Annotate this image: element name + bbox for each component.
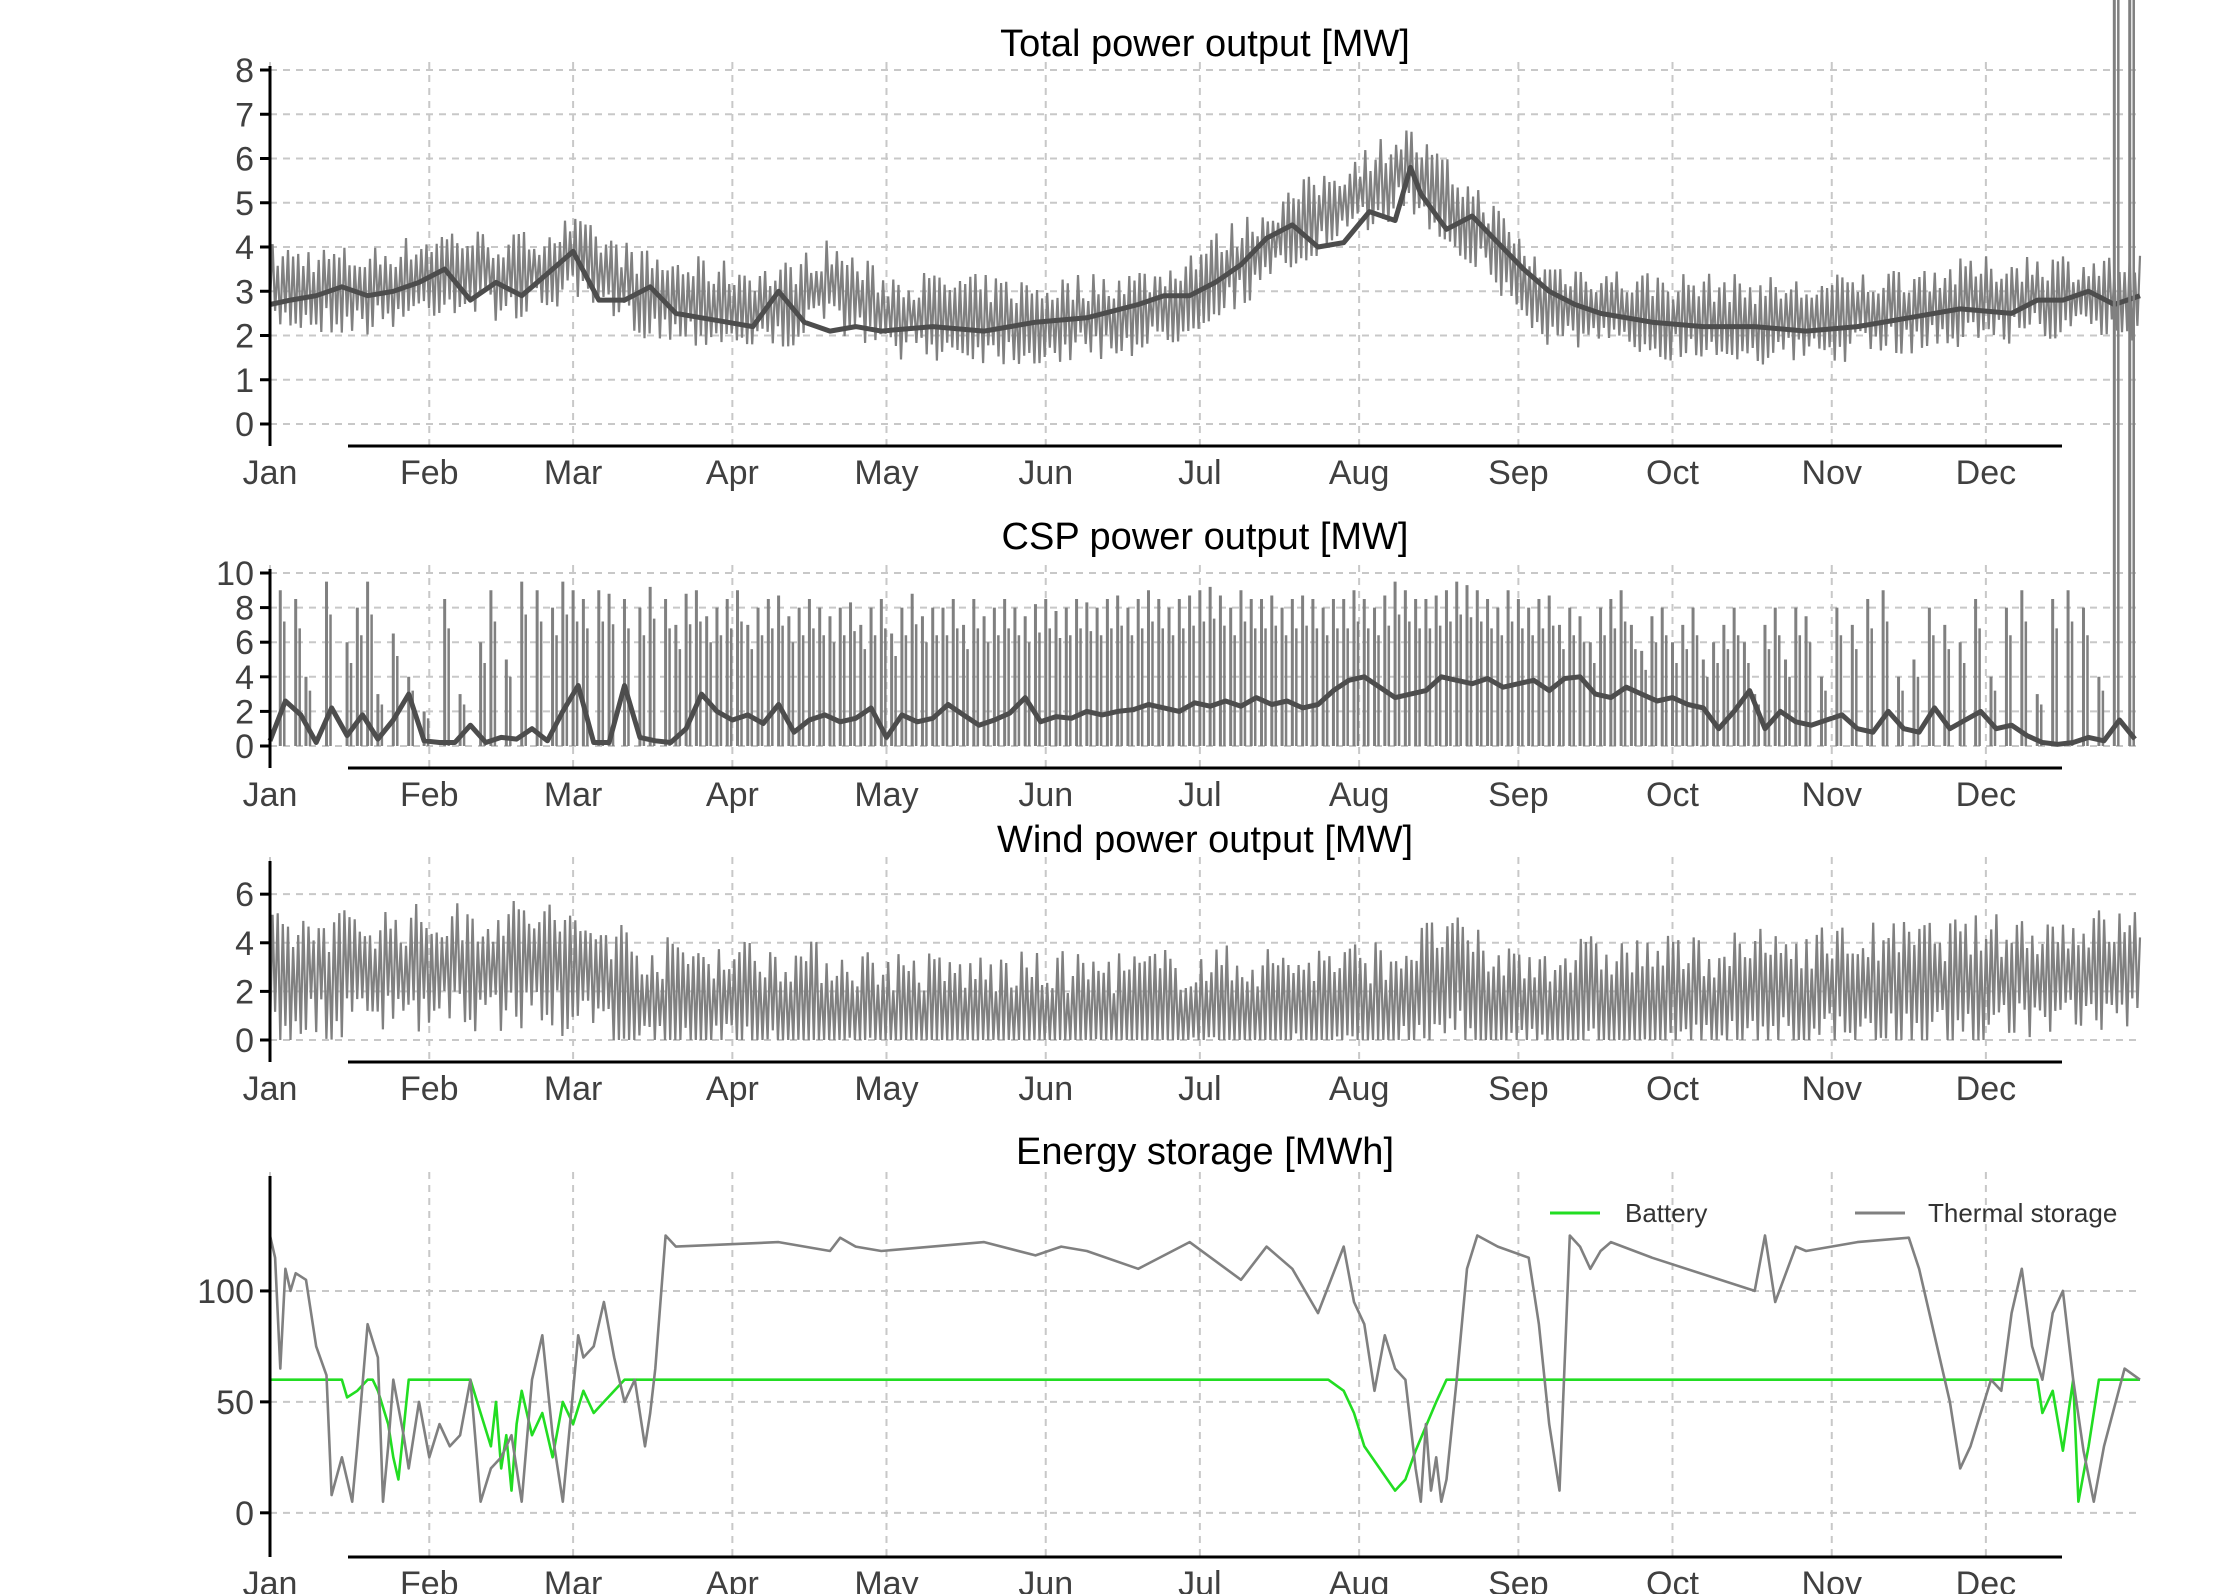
y-tick-label: 10	[216, 555, 254, 593]
x-tick-label: Nov	[1802, 776, 1862, 814]
x-tick-label: Nov	[1802, 1070, 1862, 1108]
x-tick-label: Aug	[1329, 1070, 1390, 1108]
y-tick-label: 0	[235, 728, 254, 766]
y-tick-label: 4	[235, 229, 254, 267]
x-tick-label: Apr	[706, 1070, 759, 1108]
x-tick-label: Sep	[1488, 776, 1549, 814]
x-tick-label: Feb	[400, 454, 459, 492]
x-tick-label: Jan	[243, 776, 298, 814]
series-daily	[269, 164, 2141, 334]
legend-label-thermal: Thermal storage	[1928, 1198, 2117, 1228]
panel-title: CSP power output [MW]	[1002, 516, 1409, 558]
y-tick-label: 8	[235, 590, 254, 628]
x-tick-label: Oct	[1646, 454, 1699, 492]
x-tick-label: Jun	[1018, 454, 1073, 492]
x-tick-label: Feb	[400, 1565, 459, 1594]
x-tick-label: Jun	[1018, 776, 1073, 814]
y-tick-label: 1	[235, 362, 254, 400]
x-tick-label: Oct	[1646, 1565, 1699, 1594]
y-tick-label: 4	[235, 925, 254, 963]
x-tick-label: Sep	[1488, 1070, 1549, 1108]
x-tick-label: Jan	[243, 1070, 298, 1108]
y-tick-label: 5	[235, 185, 254, 223]
legend-label-battery: Battery	[1625, 1198, 1707, 1228]
panel-title: Total power output [MW]	[1000, 23, 1410, 65]
x-tick-label: May	[854, 454, 918, 492]
x-tick-label: May	[854, 1070, 918, 1108]
y-tick-label: 6	[235, 624, 254, 662]
y-tick-label: 0	[235, 1022, 254, 1060]
y-tick-label: 6	[235, 141, 254, 179]
x-tick-label: Feb	[400, 776, 459, 814]
x-tick-label: Mar	[544, 454, 603, 492]
x-tick-label: Jul	[1178, 1070, 1221, 1108]
x-tick-label: Jan	[243, 454, 298, 492]
y-tick-label: 3	[235, 273, 254, 311]
series-daily	[267, 674, 2137, 747]
series-battery	[270, 1378, 2140, 1503]
panel-title: Wind power output [MW]	[997, 819, 1413, 861]
x-tick-label: May	[854, 1565, 918, 1594]
series-hourly	[268, 900, 2142, 1041]
panel-total-power: 0 1 2 3 4 5 6 7 8 Jan Feb Mar Apr May Jun Jul Aug Sep Oct N…	[235, 23, 2142, 492]
x-tick-label: Jun	[1018, 1070, 1073, 1108]
x-tick-label: Jun	[1018, 1565, 1073, 1594]
panel-wind-power: 0 2 4 6 Jan Feb Mar Apr May Jun Jul Aug Sep Oct Nov Dec…	[235, 819, 2142, 1108]
panel-energy-storage: 0 50 100 Jan Feb Mar Apr May Jun Jul Aug Sep Oct Nov D…	[197, 1131, 2142, 1594]
x-tick-label: Dec	[1956, 1070, 2016, 1108]
x-tick-label: Aug	[1329, 1565, 1390, 1594]
y-tick-label: 2	[235, 318, 254, 356]
y-tick-label: 8	[235, 52, 254, 90]
x-tick-label: Oct	[1646, 1070, 1699, 1108]
x-tick-label: Jul	[1178, 776, 1221, 814]
legend: Battery Thermal storage	[1550, 1198, 2117, 1228]
y-tick-label: 4	[235, 659, 254, 697]
x-tick-label: Apr	[706, 454, 759, 492]
x-tick-label: Apr	[706, 776, 759, 814]
x-tick-label: Jul	[1178, 1565, 1221, 1594]
y-tick-label: 0	[235, 1495, 254, 1533]
x-tick-label: Aug	[1329, 454, 1390, 492]
series-hourly	[278, 0, 2135, 746]
x-tick-label: Jul	[1178, 454, 1221, 492]
x-tick-label: Dec	[1956, 776, 2016, 814]
series-thermal	[268, 1234, 2141, 1503]
x-tick-label: Sep	[1488, 454, 1549, 492]
x-tick-label: Mar	[544, 1565, 603, 1594]
x-tick-label: Oct	[1646, 776, 1699, 814]
y-tick-label: 2	[235, 973, 254, 1011]
y-tick-label: 7	[235, 96, 254, 134]
panel-title: Energy storage [MWh]	[1016, 1131, 1394, 1173]
x-tick-label: Dec	[1956, 1565, 2016, 1594]
x-tick-label: Aug	[1329, 776, 1390, 814]
x-tick-label: Dec	[1956, 454, 2016, 492]
y-tick-label: 2	[235, 693, 254, 731]
y-tick-label: 50	[216, 1384, 254, 1422]
x-tick-label: Nov	[1802, 1565, 1862, 1594]
x-tick-label: Jan	[243, 1565, 298, 1594]
y-tick-label: 6	[235, 876, 254, 914]
x-tick-label: Apr	[706, 1565, 759, 1594]
x-tick-label: Mar	[544, 776, 603, 814]
x-tick-label: Nov	[1802, 454, 1862, 492]
x-tick-label: Mar	[544, 1070, 603, 1108]
x-tick-label: Sep	[1488, 1565, 1549, 1594]
y-tick-label: 100	[197, 1273, 254, 1311]
y-tick-label: 0	[235, 406, 254, 444]
x-tick-label: Feb	[400, 1070, 459, 1108]
x-tick-label: May	[854, 776, 918, 814]
